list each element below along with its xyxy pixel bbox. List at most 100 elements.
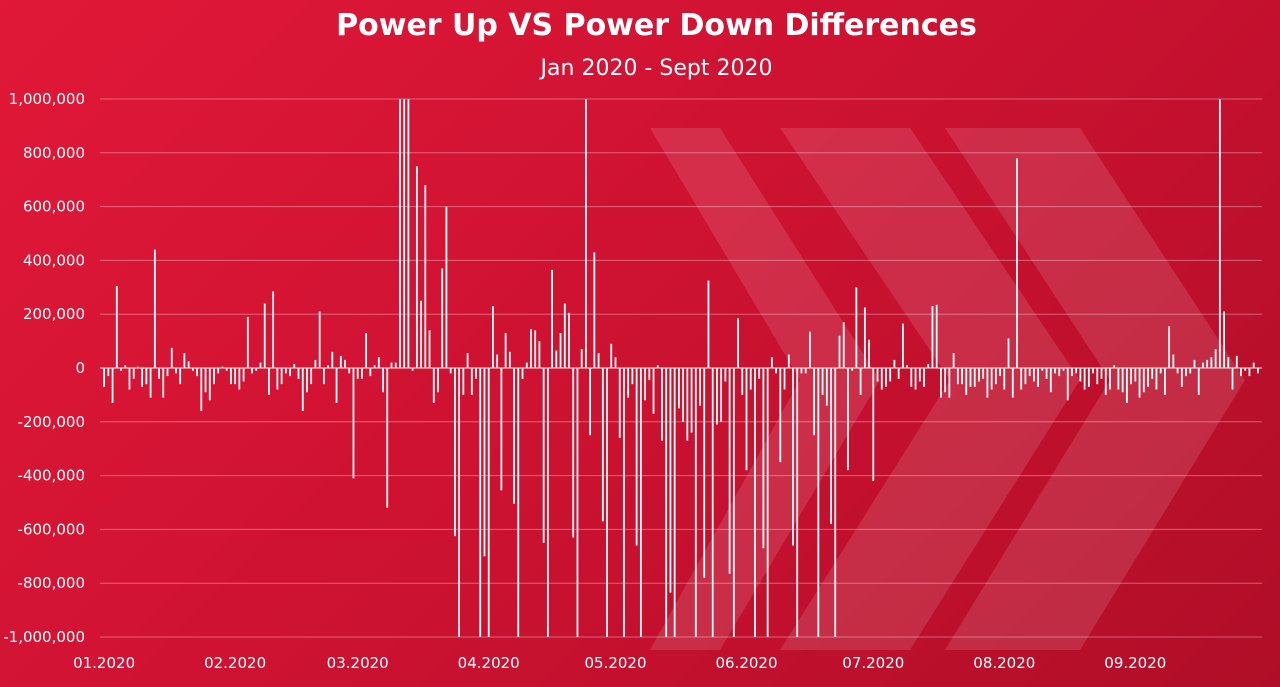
bar [259,362,262,368]
bar [390,362,393,368]
bar [1189,368,1192,374]
bar [631,368,634,385]
bar [1244,368,1247,371]
bar [986,368,989,398]
y-tick-label: 1,000,000 [9,90,85,108]
bar [111,368,114,403]
bar [1193,359,1196,368]
bar [1003,368,1006,390]
bar [1202,362,1204,368]
bar [859,368,862,395]
bar [914,368,917,390]
bar [758,368,761,379]
bar [656,365,659,368]
bar [728,368,731,574]
bar [496,354,499,368]
bar [648,368,651,381]
bar [428,330,431,368]
bar [115,285,118,368]
bar [1231,368,1234,390]
bar [1214,349,1217,368]
bar [208,368,211,401]
bar [432,368,435,403]
bar [580,349,583,368]
bar [813,368,816,436]
chart-subtitle: Jan 2020 - Sept 2020 [540,56,773,81]
bar [1185,368,1187,377]
bar [762,368,765,549]
bar [1117,368,1120,390]
bar [492,306,494,368]
bar [1100,368,1103,379]
bar [982,368,985,379]
bar [162,368,165,398]
bar [889,368,892,382]
bar [369,368,372,377]
bar [1155,368,1158,390]
bar [1020,368,1023,390]
bar [191,368,194,371]
bar [690,368,693,433]
bar [927,363,930,368]
bar [1134,368,1137,382]
bar [711,368,714,637]
bar [978,368,980,382]
bar [415,166,418,368]
bar [1104,368,1107,395]
bar [1049,368,1052,393]
bar [521,368,524,379]
bar [559,333,562,368]
bar [217,368,220,374]
bar [745,368,748,471]
bar [331,351,334,368]
bar [787,354,790,368]
x-tick-label: 04.2020 [458,654,520,672]
bar [120,368,122,371]
bar [1113,365,1116,368]
bar [669,368,672,593]
bar [686,368,689,441]
bar [500,368,503,491]
bar [124,365,127,368]
bar [1147,368,1149,387]
bar [246,316,249,368]
bar [699,368,701,406]
bar [361,368,363,379]
bar [585,99,587,368]
bar [1028,368,1031,377]
bar [1138,368,1141,398]
bar [568,312,570,368]
bar [470,368,473,395]
x-tick-label: 05.2020 [584,654,646,672]
bar [225,368,228,371]
bar [462,368,465,395]
bar [1054,368,1056,374]
bar [1180,368,1183,387]
bar [276,368,279,390]
bar [610,343,613,368]
bar [137,366,139,368]
bar [838,335,841,368]
bar [437,368,439,393]
x-tick-label: 01.2020 [73,654,135,672]
bar [973,368,976,387]
bar [449,368,452,374]
bar [897,368,900,379]
bar [424,185,427,368]
y-tick-label: -200,000 [18,413,85,431]
y-tick-label: -400,000 [18,467,85,485]
bar [754,368,756,637]
bar [783,368,786,390]
bar [851,368,854,371]
bar [1142,368,1145,393]
x-tick-label: 07.2020 [842,654,904,672]
bar [513,368,515,504]
bar [665,368,668,637]
bar [661,368,663,441]
bar [344,359,346,368]
bar [339,355,342,368]
bar [809,331,811,368]
bar [454,368,456,537]
bar [842,322,845,368]
